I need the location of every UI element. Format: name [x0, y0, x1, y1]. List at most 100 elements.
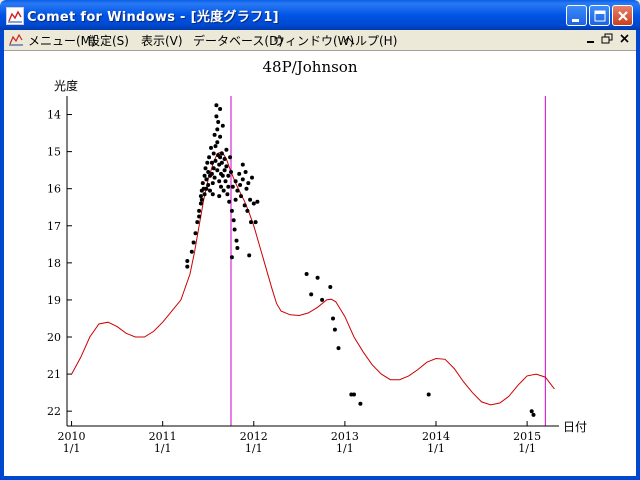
observation-point: [332, 327, 337, 332]
observation-point: [228, 155, 233, 160]
observation-point: [248, 197, 253, 202]
observation-point: [328, 285, 333, 289]
y-tick-label: 14: [47, 109, 61, 122]
close-button[interactable]: [612, 5, 633, 26]
maximize-icon: [594, 10, 606, 22]
observation-point: [185, 259, 190, 263]
x-axis-label: 日付: [563, 420, 587, 434]
observation-point: [193, 231, 198, 236]
observation-point: [309, 292, 314, 297]
observation-point: [352, 392, 356, 397]
observation-point: [231, 218, 236, 223]
observation-point: [191, 240, 196, 245]
observation-point: [210, 192, 215, 197]
observation-point: [531, 412, 536, 417]
observation-point: [214, 103, 219, 108]
observation-point: [229, 208, 234, 213]
minimize-button[interactable]: [566, 5, 587, 26]
title-bar[interactable]: Comet for Windows - [光度グラフ1]: [0, 0, 640, 30]
observation-point: [255, 199, 260, 204]
observation-point: [243, 170, 248, 174]
observation-point: [197, 208, 202, 213]
x-tick-year-label: 2011: [149, 430, 177, 443]
observation-point: [208, 188, 212, 193]
observation-point: [200, 181, 205, 186]
observation-point: [224, 147, 229, 152]
observation-point: [244, 186, 249, 191]
mdi-close-icon[interactable]: [618, 33, 632, 45]
observation-point: [220, 123, 225, 128]
graph-client-area: [4, 50, 636, 476]
y-tick-label: 15: [47, 146, 61, 159]
observation-point: [211, 166, 216, 171]
observation-point: [235, 188, 240, 193]
x-tick-date-label: 1/1: [154, 442, 172, 455]
observation-point: [212, 132, 217, 137]
observation-point: [202, 192, 207, 197]
observation-point: [233, 179, 238, 184]
x-tick-year-label: 2012: [240, 430, 268, 443]
observation-point: [207, 155, 212, 160]
observation-point: [253, 220, 258, 225]
y-tick-label: 21: [47, 368, 61, 381]
observation-point: [226, 173, 231, 178]
menu-item-menu[interactable]: メニュー(M): [28, 34, 96, 48]
observation-point: [217, 179, 222, 184]
observation-point: [219, 151, 224, 156]
y-tick-label: 22: [47, 405, 61, 418]
menu-item-view[interactable]: 表示(V): [141, 34, 183, 48]
maximize-button[interactable]: [589, 5, 610, 26]
observation-point: [215, 127, 220, 132]
observation-point: [240, 162, 245, 167]
observation-point: [189, 249, 194, 254]
observation-point: [215, 140, 220, 145]
observation-point: [205, 160, 210, 165]
x-tick-date-label: 1/1: [336, 442, 354, 455]
y-tick-label: 19: [47, 294, 61, 307]
observation-point: [235, 246, 240, 250]
x-tick-date-label: 1/1: [63, 442, 81, 455]
observation-point: [230, 184, 235, 189]
x-tick-date-label: 1/1: [427, 442, 445, 455]
observation-point: [215, 168, 220, 173]
observation-point: [242, 203, 247, 208]
observation-point: [320, 297, 325, 302]
observation-point: [304, 272, 309, 276]
menu-bar: メニュー(M) 設定(S) 表示(V) データベース(D) ウィンドウ(W) ヘ…: [4, 30, 636, 49]
observation-point: [206, 183, 211, 187]
observation-point: [221, 188, 226, 193]
observation-point: [204, 186, 209, 191]
observation-point: [214, 114, 219, 119]
observation-point: [204, 177, 209, 182]
minimize-icon: [572, 19, 579, 22]
menu-item-settings[interactable]: 設定(S): [88, 34, 129, 48]
mdi-restore-icon[interactable]: [601, 33, 615, 45]
observation-point: [198, 201, 203, 206]
window-frame-bottom: [0, 476, 640, 480]
observation-point: [250, 175, 254, 180]
menu-item-help[interactable]: ヘルプ(H): [343, 34, 398, 48]
app-icon[interactable]: [6, 7, 24, 25]
observation-point: [240, 177, 245, 182]
observation-point: [206, 170, 211, 174]
observation-point: [222, 157, 227, 161]
observation-point: [225, 192, 230, 197]
observation-point: [212, 175, 217, 180]
observation-point: [209, 171, 214, 176]
observation-point: [195, 220, 200, 225]
observation-point: [229, 255, 234, 260]
observation-point: [210, 181, 215, 186]
y-tick-label: 18: [47, 257, 61, 270]
menu-item-window[interactable]: ウィンドウ(W): [273, 34, 355, 48]
observation-point: [226, 184, 231, 189]
observation-point: [331, 316, 335, 321]
mdi-minimize-icon[interactable]: [584, 33, 598, 45]
document-icon[interactable]: [8, 32, 24, 47]
observation-point: [358, 401, 363, 406]
observation-point: [224, 164, 229, 169]
observation-point: [238, 183, 243, 187]
y-tick-label: 16: [47, 183, 61, 196]
window-frame-left: [0, 30, 4, 480]
observation-point: [336, 346, 341, 351]
menu-item-database[interactable]: データベース(D): [193, 34, 284, 48]
